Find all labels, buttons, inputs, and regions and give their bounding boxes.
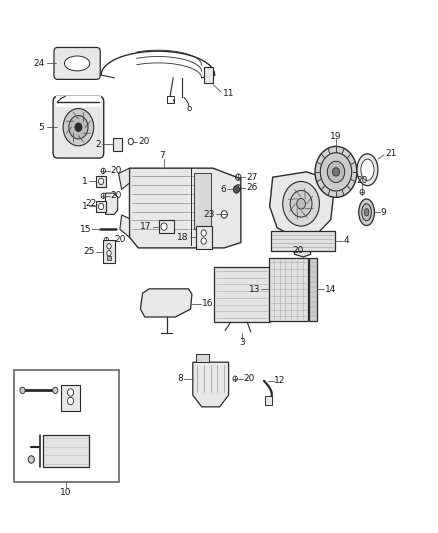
Circle shape — [315, 147, 357, 197]
Text: 1: 1 — [82, 202, 88, 211]
Polygon shape — [120, 215, 130, 237]
Bar — [14, 370, 119, 482]
Text: 20: 20 — [111, 166, 122, 175]
Ellipse shape — [361, 159, 374, 180]
Ellipse shape — [359, 199, 374, 225]
Text: 11: 11 — [223, 88, 234, 98]
Circle shape — [69, 116, 88, 139]
Text: 27: 27 — [246, 173, 258, 182]
Text: 18: 18 — [177, 233, 189, 242]
Ellipse shape — [362, 204, 371, 221]
Text: 24: 24 — [33, 59, 44, 68]
FancyBboxPatch shape — [53, 96, 104, 158]
Circle shape — [201, 238, 206, 244]
Bar — [96, 201, 106, 212]
Text: 10: 10 — [60, 488, 72, 497]
Circle shape — [290, 190, 312, 217]
Bar — [265, 395, 272, 405]
Circle shape — [63, 109, 94, 146]
Text: 20: 20 — [244, 374, 255, 383]
Circle shape — [107, 251, 111, 256]
Circle shape — [53, 387, 58, 393]
Text: 15: 15 — [80, 225, 92, 234]
Polygon shape — [141, 289, 192, 317]
Bar — [56, 96, 101, 107]
Text: 6: 6 — [220, 185, 226, 194]
Text: 20: 20 — [357, 176, 368, 185]
Text: 17: 17 — [140, 222, 152, 231]
Bar — [271, 231, 335, 251]
Text: 7: 7 — [159, 151, 165, 160]
Circle shape — [75, 123, 82, 132]
Bar — [113, 138, 122, 151]
Bar — [61, 384, 80, 411]
Polygon shape — [130, 168, 241, 248]
Text: 26: 26 — [246, 183, 258, 192]
Circle shape — [20, 387, 25, 393]
Bar — [107, 256, 111, 260]
Text: 2: 2 — [95, 140, 101, 149]
Bar — [103, 240, 115, 263]
Text: 20: 20 — [111, 191, 122, 200]
Text: 13: 13 — [249, 285, 261, 294]
Bar — [196, 354, 209, 362]
Bar — [159, 220, 174, 233]
Circle shape — [283, 181, 319, 226]
Circle shape — [107, 244, 111, 249]
Text: 20: 20 — [292, 246, 303, 255]
Circle shape — [233, 185, 240, 193]
FancyBboxPatch shape — [54, 47, 100, 79]
Text: 8: 8 — [177, 374, 183, 383]
Polygon shape — [193, 362, 229, 407]
Text: 12: 12 — [275, 376, 286, 385]
Text: 20: 20 — [114, 236, 126, 245]
Circle shape — [327, 161, 345, 182]
Bar — [96, 176, 106, 187]
Ellipse shape — [364, 208, 369, 216]
Circle shape — [320, 153, 352, 191]
Text: 21: 21 — [385, 149, 396, 158]
Text: 16: 16 — [201, 299, 213, 308]
Polygon shape — [106, 193, 118, 214]
Bar — [309, 258, 317, 321]
Circle shape — [332, 167, 339, 176]
Polygon shape — [119, 168, 130, 189]
Circle shape — [297, 198, 305, 209]
Circle shape — [99, 178, 104, 184]
Text: 5: 5 — [39, 123, 44, 132]
Circle shape — [161, 223, 167, 230]
Circle shape — [99, 203, 104, 209]
Text: 9: 9 — [381, 208, 386, 217]
Text: 14: 14 — [325, 285, 336, 294]
Bar — [196, 225, 212, 249]
Text: 25: 25 — [84, 247, 95, 256]
Polygon shape — [270, 172, 334, 238]
Text: 4: 4 — [344, 237, 350, 246]
Circle shape — [67, 397, 74, 405]
Bar — [214, 266, 270, 322]
Circle shape — [188, 107, 191, 111]
Circle shape — [67, 389, 74, 396]
Circle shape — [201, 230, 206, 236]
Bar — [194, 173, 211, 229]
Polygon shape — [290, 238, 311, 257]
Text: 3: 3 — [239, 338, 244, 347]
Circle shape — [28, 456, 34, 463]
Text: 22: 22 — [85, 199, 97, 208]
Bar — [43, 435, 89, 467]
Text: 20: 20 — [138, 137, 150, 146]
Text: 1: 1 — [82, 177, 88, 186]
Circle shape — [221, 211, 227, 218]
Bar — [269, 258, 307, 321]
Text: 19: 19 — [330, 132, 342, 141]
Text: 23: 23 — [203, 210, 215, 219]
Bar — [167, 96, 174, 103]
Ellipse shape — [64, 56, 90, 71]
Bar — [204, 67, 213, 83]
Ellipse shape — [357, 154, 378, 185]
